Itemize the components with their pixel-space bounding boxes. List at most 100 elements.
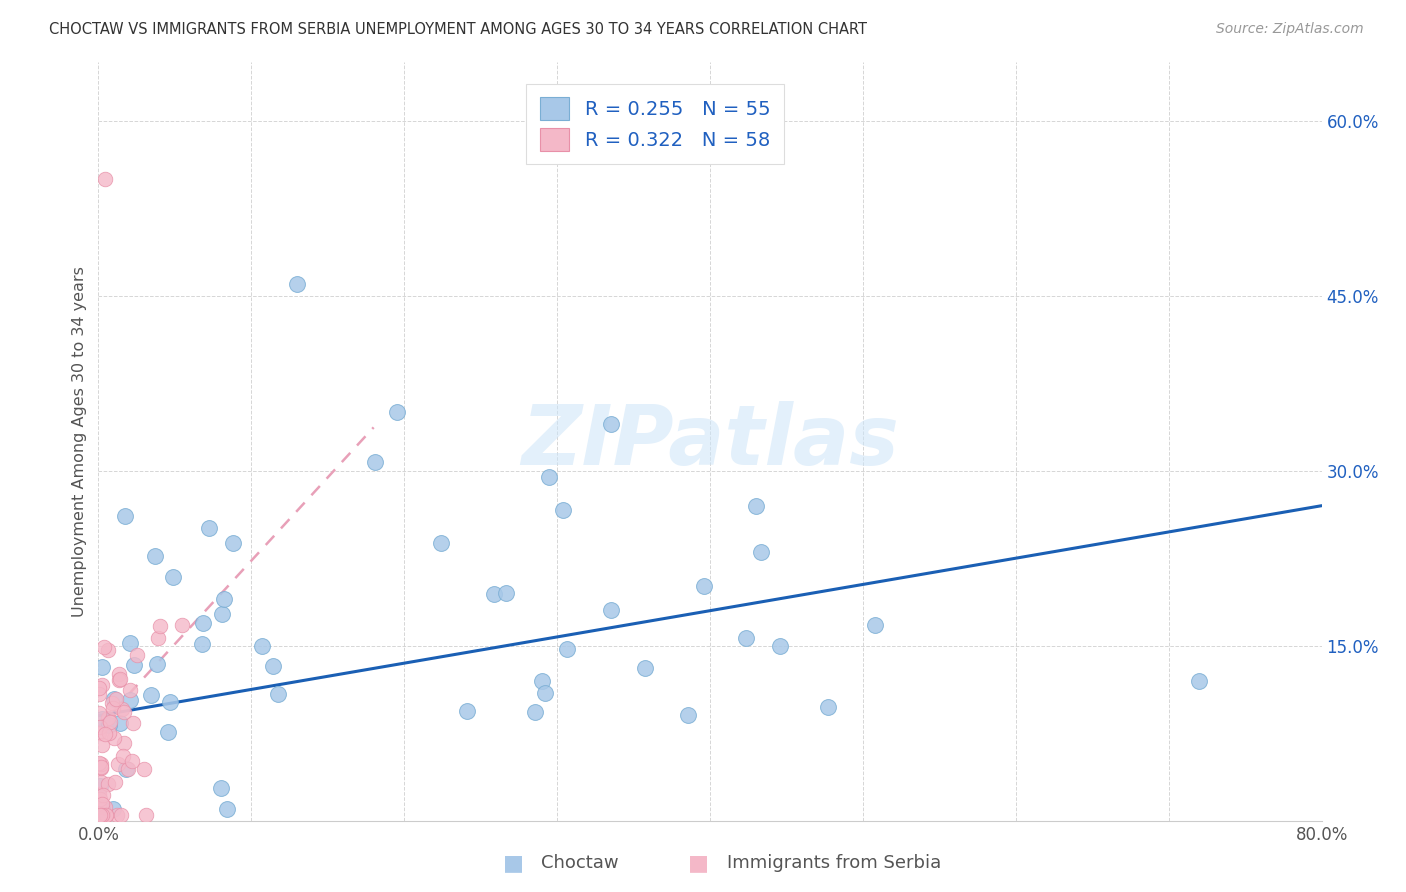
- Point: [96, 777, 118, 791]
- Point: [599, 417, 621, 431]
- Point: [692, 579, 714, 593]
- Point: [600, 603, 623, 617]
- Point: [94, 800, 117, 814]
- Point: [162, 570, 184, 584]
- Text: ZIPatlas: ZIPatlas: [522, 401, 898, 482]
- Point: [91, 738, 114, 752]
- Point: [139, 688, 162, 702]
- Point: [91, 807, 114, 822]
- Point: [103, 731, 125, 745]
- Point: [863, 617, 886, 632]
- Point: [120, 636, 142, 650]
- Point: [533, 686, 555, 700]
- Point: [87, 799, 110, 814]
- Point: [87, 681, 110, 695]
- Text: Choctaw: Choctaw: [541, 855, 619, 872]
- Point: [89, 807, 111, 822]
- Point: [190, 637, 212, 651]
- Point: [89, 807, 111, 822]
- Point: [456, 704, 478, 718]
- Point: [98, 718, 121, 732]
- Point: [159, 695, 181, 709]
- Text: ■: ■: [503, 854, 523, 873]
- Point: [132, 762, 155, 776]
- Point: [112, 736, 135, 750]
- Point: [125, 648, 148, 662]
- Point: [90, 802, 112, 816]
- Point: [87, 706, 110, 721]
- Point: [90, 807, 112, 822]
- Point: [111, 702, 134, 716]
- Point: [117, 763, 139, 777]
- Point: [93, 640, 115, 654]
- Point: [98, 726, 121, 740]
- Text: CHOCTAW VS IMMIGRANTS FROM SERBIA UNEMPLOYMENT AMONG AGES 30 TO 34 YEARS CORRELA: CHOCTAW VS IMMIGRANTS FROM SERBIA UNEMPL…: [49, 22, 868, 37]
- Point: [89, 791, 111, 805]
- Point: [430, 535, 453, 549]
- Point: [97, 711, 120, 725]
- Point: [524, 705, 547, 719]
- Point: [107, 673, 129, 687]
- Point: [482, 587, 505, 601]
- Point: [121, 755, 143, 769]
- Point: [156, 725, 179, 739]
- Point: [135, 807, 157, 822]
- Point: [555, 642, 578, 657]
- Point: [94, 807, 117, 822]
- Point: [101, 700, 124, 714]
- Y-axis label: Unemployment Among Ages 30 to 34 years: Unemployment Among Ages 30 to 34 years: [72, 266, 87, 617]
- Point: [1188, 673, 1211, 688]
- Point: [105, 692, 128, 706]
- Point: [97, 643, 120, 657]
- Point: [145, 549, 167, 564]
- Point: [91, 659, 114, 673]
- Point: [122, 658, 145, 673]
- Point: [90, 797, 112, 811]
- Text: Source: ZipAtlas.com: Source: ZipAtlas.com: [1216, 22, 1364, 37]
- Point: [104, 775, 127, 789]
- Point: [87, 726, 110, 740]
- Point: [89, 779, 111, 793]
- Point: [215, 802, 238, 816]
- Point: [148, 632, 170, 646]
- Point: [93, 789, 115, 803]
- Point: [222, 536, 245, 550]
- Point: [103, 692, 125, 706]
- Point: [101, 802, 124, 816]
- Point: [112, 705, 135, 719]
- Point: [90, 761, 112, 775]
- Text: Immigrants from Serbia: Immigrants from Serbia: [727, 855, 941, 872]
- Point: [111, 748, 134, 763]
- Point: [91, 678, 114, 692]
- Point: [115, 762, 138, 776]
- Point: [263, 659, 285, 673]
- Point: [769, 639, 792, 653]
- Point: [101, 696, 124, 710]
- Point: [364, 455, 387, 469]
- Point: [285, 277, 308, 291]
- Point: [170, 618, 193, 632]
- Point: [197, 521, 219, 535]
- Point: [110, 715, 132, 730]
- Point: [90, 774, 112, 789]
- Point: [98, 714, 121, 729]
- Legend: R = 0.255   N = 55, R = 0.322   N = 58: R = 0.255 N = 55, R = 0.322 N = 58: [526, 84, 783, 164]
- Point: [250, 640, 273, 654]
- Point: [211, 607, 233, 621]
- Point: [120, 693, 142, 707]
- Point: [114, 509, 136, 524]
- Point: [91, 807, 114, 822]
- Point: [87, 756, 110, 770]
- Text: ■: ■: [689, 854, 709, 873]
- Point: [745, 499, 768, 513]
- Point: [212, 592, 235, 607]
- Point: [90, 756, 112, 771]
- Point: [538, 469, 561, 483]
- Point: [108, 672, 131, 686]
- Point: [146, 657, 169, 672]
- Point: [149, 619, 172, 633]
- Point: [122, 716, 145, 731]
- Point: [87, 788, 110, 802]
- Point: [209, 780, 232, 795]
- Point: [735, 632, 758, 646]
